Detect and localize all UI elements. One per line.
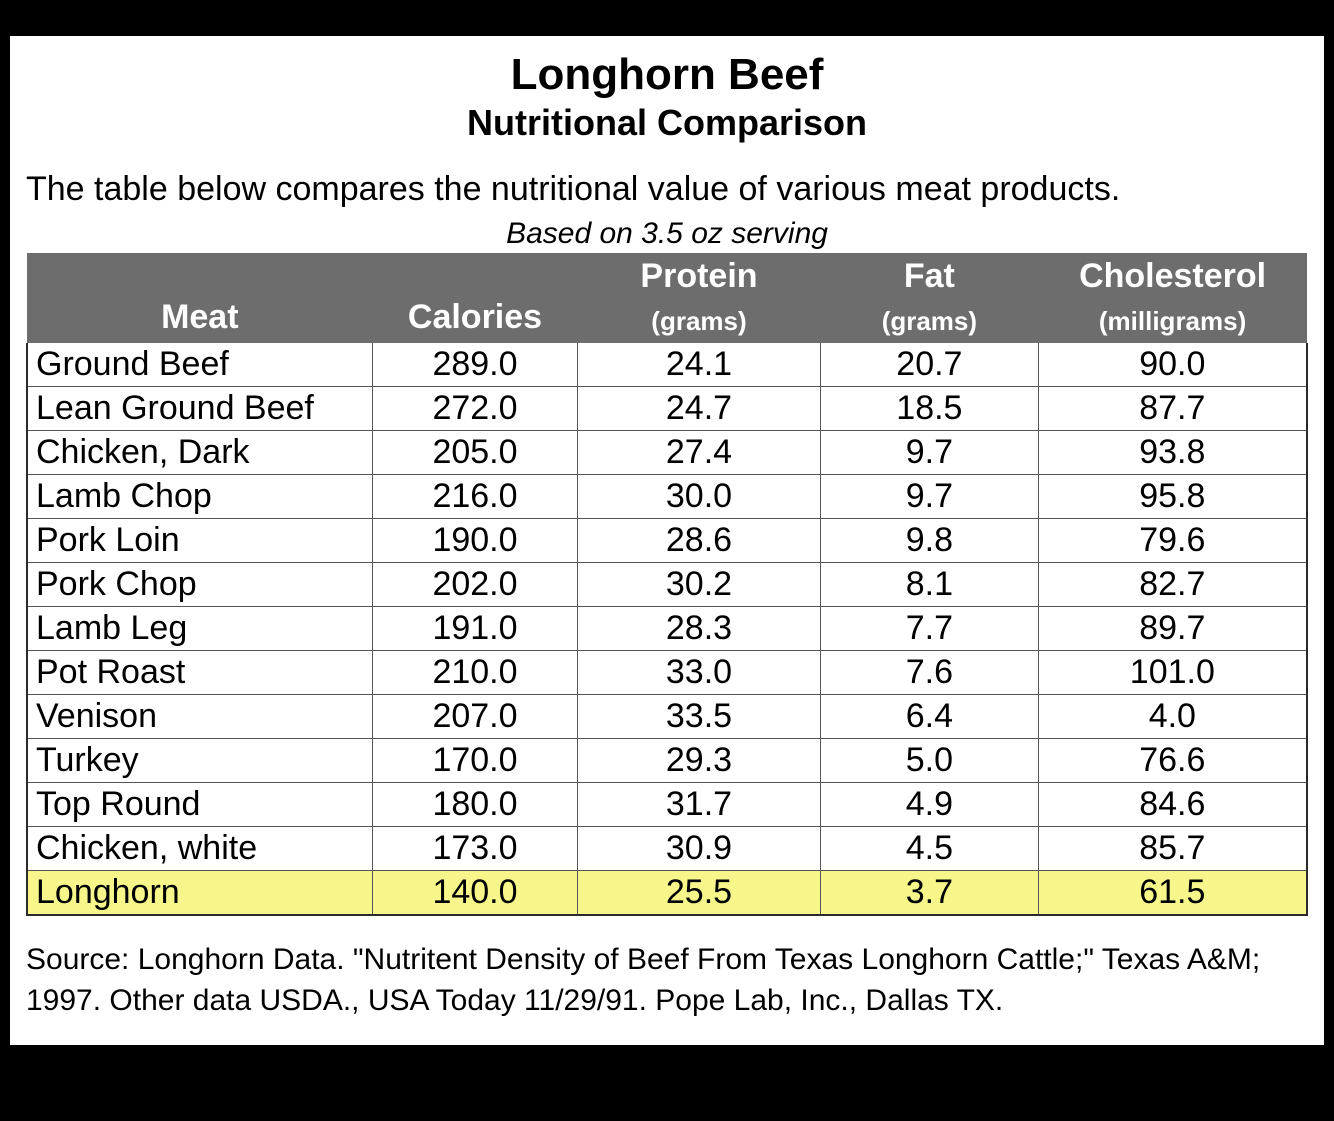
cell-meat: Pot Roast: [27, 651, 373, 695]
document-sheet: Longhorn Beef Nutritional Comparison The…: [10, 36, 1324, 1045]
table-row: Chicken, white173.030.94.585.7: [27, 827, 1307, 871]
cell-cholesterol: 4.0: [1038, 695, 1307, 739]
table-row: Lean Ground Beef272.024.718.587.7: [27, 387, 1307, 431]
cell-fat: 20.7: [821, 343, 1039, 387]
table-row: Ground Beef289.024.120.790.0: [27, 343, 1307, 387]
col-units-protein: (grams): [577, 302, 820, 343]
cell-calories: 289.0: [373, 343, 578, 387]
table-row: Chicken, Dark205.027.49.793.8: [27, 431, 1307, 475]
cell-cholesterol: 61.5: [1038, 871, 1307, 916]
cell-fat: 5.0: [821, 739, 1039, 783]
col-header-cholesterol: Cholesterol: [1038, 253, 1307, 302]
col-units-cholesterol: (milligrams): [1038, 302, 1307, 343]
cell-fat: 4.9: [821, 783, 1039, 827]
cell-cholesterol: 90.0: [1038, 343, 1307, 387]
cell-meat: Chicken, white: [27, 827, 373, 871]
cell-fat: 3.7: [821, 871, 1039, 916]
cell-meat: Top Round: [27, 783, 373, 827]
nutrition-table: Meat Calories Protein Fat Cholesterol (g…: [26, 253, 1308, 916]
col-units-fat: (grams): [821, 302, 1039, 343]
cell-protein: 25.5: [577, 871, 820, 916]
cell-meat: Turkey: [27, 739, 373, 783]
col-header-protein: Protein: [577, 253, 820, 302]
cell-meat: Pork Loin: [27, 519, 373, 563]
cell-calories: 205.0: [373, 431, 578, 475]
table-row: Pot Roast210.033.07.6101.0: [27, 651, 1307, 695]
cell-fat: 7.6: [821, 651, 1039, 695]
cell-calories: 191.0: [373, 607, 578, 651]
cell-calories: 210.0: [373, 651, 578, 695]
cell-calories: 207.0: [373, 695, 578, 739]
table-row: Longhorn140.025.53.761.5: [27, 871, 1307, 916]
cell-cholesterol: 85.7: [1038, 827, 1307, 871]
cell-fat: 9.8: [821, 519, 1039, 563]
cell-meat: Pork Chop: [27, 563, 373, 607]
table-row: Lamb Leg191.028.37.789.7: [27, 607, 1307, 651]
cell-protein: 30.9: [577, 827, 820, 871]
cell-cholesterol: 76.6: [1038, 739, 1307, 783]
table-row: Venison207.033.56.44.0: [27, 695, 1307, 739]
cell-calories: 202.0: [373, 563, 578, 607]
serving-note: Based on 3.5 oz serving: [26, 217, 1308, 251]
cell-protein: 24.1: [577, 343, 820, 387]
cell-protein: 27.4: [577, 431, 820, 475]
cell-protein: 30.0: [577, 475, 820, 519]
cell-fat: 8.1: [821, 563, 1039, 607]
table-row: Top Round180.031.74.984.6: [27, 783, 1307, 827]
cell-calories: 170.0: [373, 739, 578, 783]
table-row: Lamb Chop216.030.09.795.8: [27, 475, 1307, 519]
cell-cholesterol: 82.7: [1038, 563, 1307, 607]
col-header-calories: Calories: [373, 253, 578, 343]
table-row: Pork Loin190.028.69.879.6: [27, 519, 1307, 563]
cell-cholesterol: 93.8: [1038, 431, 1307, 475]
cell-fat: 4.5: [821, 827, 1039, 871]
cell-fat: 7.7: [821, 607, 1039, 651]
page: Longhorn Beef Nutritional Comparison The…: [0, 0, 1334, 1095]
cell-cholesterol: 89.7: [1038, 607, 1307, 651]
cell-fat: 6.4: [821, 695, 1039, 739]
cell-meat: Chicken, Dark: [27, 431, 373, 475]
cell-protein: 29.3: [577, 739, 820, 783]
cell-protein: 33.5: [577, 695, 820, 739]
cell-cholesterol: 101.0: [1038, 651, 1307, 695]
cell-fat: 9.7: [821, 475, 1039, 519]
cell-protein: 24.7: [577, 387, 820, 431]
cell-calories: 272.0: [373, 387, 578, 431]
cell-meat: Venison: [27, 695, 373, 739]
intro-text: The table below compares the nutritional…: [26, 170, 1308, 209]
cell-cholesterol: 87.7: [1038, 387, 1307, 431]
page-title: Longhorn Beef: [26, 50, 1308, 100]
cell-calories: 180.0: [373, 783, 578, 827]
cell-protein: 28.6: [577, 519, 820, 563]
cell-protein: 31.7: [577, 783, 820, 827]
cell-meat: Lamb Chop: [27, 475, 373, 519]
page-subtitle: Nutritional Comparison: [26, 102, 1308, 144]
cell-protein: 30.2: [577, 563, 820, 607]
table-row: Pork Chop202.030.28.182.7: [27, 563, 1307, 607]
cell-meat: Lean Ground Beef: [27, 387, 373, 431]
cell-fat: 9.7: [821, 431, 1039, 475]
cell-calories: 173.0: [373, 827, 578, 871]
table-row: Turkey170.029.35.076.6: [27, 739, 1307, 783]
cell-calories: 216.0: [373, 475, 578, 519]
cell-meat: Ground Beef: [27, 343, 373, 387]
cell-meat: Longhorn: [27, 871, 373, 916]
cell-calories: 190.0: [373, 519, 578, 563]
cell-meat: Lamb Leg: [27, 607, 373, 651]
cell-protein: 33.0: [577, 651, 820, 695]
source-citation: Source: Longhorn Data. "Nutritent Densit…: [26, 940, 1308, 1021]
cell-calories: 140.0: [373, 871, 578, 916]
cell-cholesterol: 84.6: [1038, 783, 1307, 827]
cell-fat: 18.5: [821, 387, 1039, 431]
cell-cholesterol: 95.8: [1038, 475, 1307, 519]
col-header-meat: Meat: [27, 253, 373, 343]
cell-cholesterol: 79.6: [1038, 519, 1307, 563]
cell-protein: 28.3: [577, 607, 820, 651]
col-header-fat: Fat: [821, 253, 1039, 302]
